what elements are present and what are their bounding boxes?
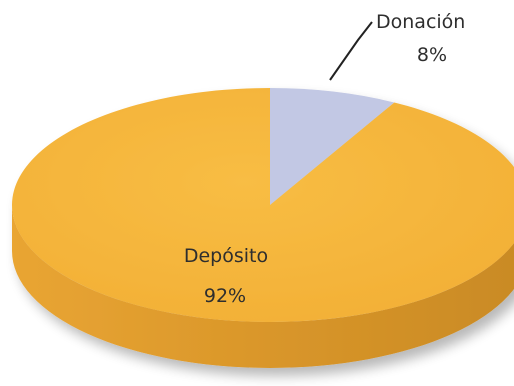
deposito-label: Depósito [184,245,268,267]
donacion-leader-line [329,21,373,81]
labels-group: Donación 8% Depósito 92% [184,11,465,307]
pie-side-depth [12,205,514,368]
pie-group [12,88,514,368]
pie-slice-deposito [12,88,514,322]
donacion-label: Donación [376,11,465,33]
donacion-value-label: 8% [417,44,447,66]
deposito-value-label: 92% [204,285,246,307]
pie-slice-donacion [270,88,395,205]
